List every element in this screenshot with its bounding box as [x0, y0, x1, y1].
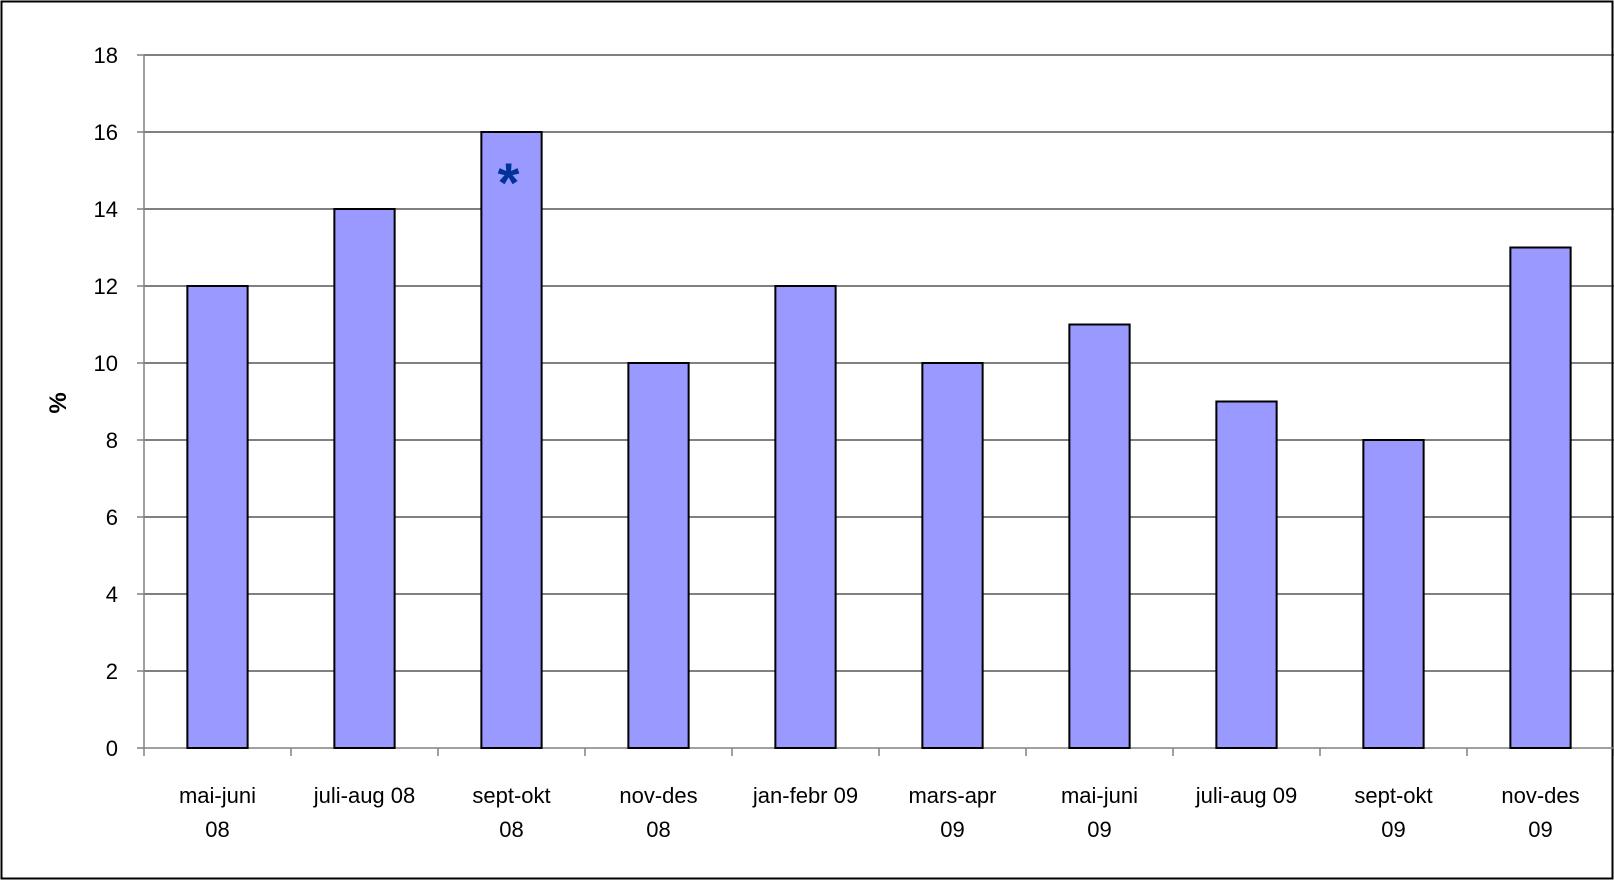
x-tick-label: sept-okt: [1354, 783, 1432, 808]
y-tick-label: 10: [94, 351, 118, 376]
x-tick-label: 09: [1381, 817, 1405, 842]
bar: [186, 285, 249, 749]
y-tick-label: 16: [94, 120, 118, 145]
y-tick-label: 0: [106, 736, 118, 761]
x-tick-label: 09: [1087, 817, 1111, 842]
significance-asterisk: *: [498, 151, 520, 214]
bar: [480, 131, 543, 749]
y-tick-label: 12: [94, 274, 118, 299]
x-tick-label: juli-aug 09: [1195, 783, 1298, 808]
bar: [1215, 400, 1278, 749]
x-tick-label: nov-des: [1501, 783, 1579, 808]
x-tick-label: mai-juni: [179, 783, 256, 808]
y-tick-label: 4: [106, 582, 118, 607]
bars: [186, 131, 1572, 749]
y-tick-label: 14: [94, 197, 118, 222]
y-tick-label: 8: [106, 428, 118, 453]
bar: [1509, 246, 1572, 749]
x-tick-label: sept-okt: [472, 783, 550, 808]
bar: [1068, 323, 1131, 749]
y-tick-label: 6: [106, 505, 118, 530]
x-tick-label: 09: [1528, 817, 1552, 842]
labels: 0 2 4 6 8 10 12 14 16 18 mai-juni 08 juli-aug 08 sept…: [94, 43, 1580, 842]
y-axis-title: %: [45, 392, 72, 413]
x-tick-label: mai-juni: [1061, 783, 1138, 808]
y-tick-label: 18: [94, 43, 118, 68]
x-tick-label: juli-aug 08: [313, 783, 416, 808]
x-tick-label: 08: [205, 817, 229, 842]
x-tick-label: 08: [646, 817, 670, 842]
bar: [333, 208, 396, 749]
bar: [627, 362, 690, 749]
x-tick-label: 09: [940, 817, 964, 842]
y-tick-label: 2: [106, 659, 118, 684]
bar: [921, 362, 984, 749]
x-tick-label: nov-des: [619, 783, 697, 808]
bar: [1362, 439, 1425, 749]
bar: [774, 285, 837, 749]
x-tick-label: 08: [499, 817, 523, 842]
x-tick-label: jan-febr 09: [752, 783, 858, 808]
x-tick-label: mars-apr: [908, 783, 996, 808]
